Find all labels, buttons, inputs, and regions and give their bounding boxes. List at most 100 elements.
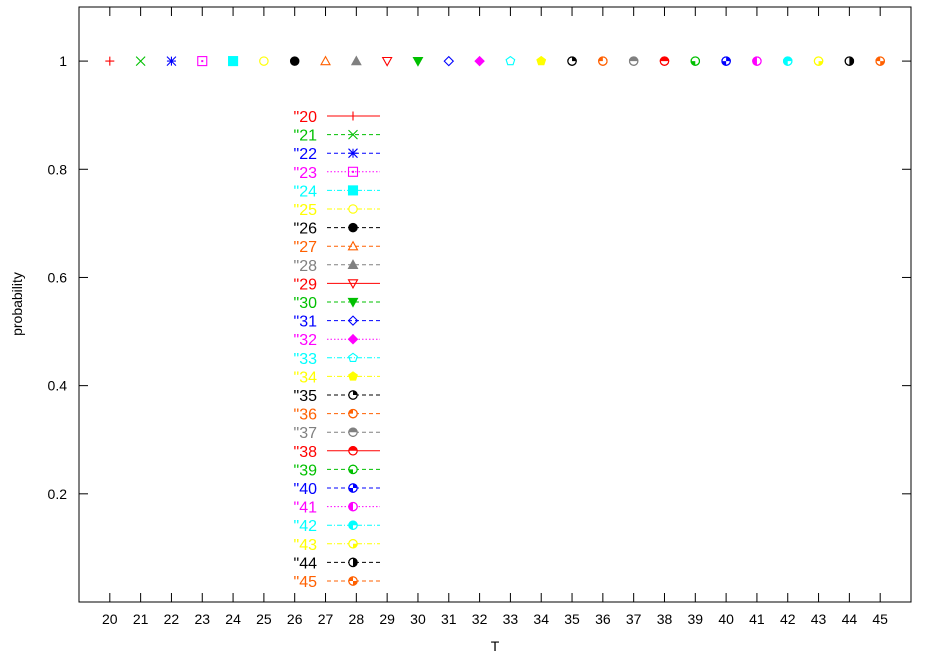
y-tick-label: 0.6	[48, 269, 68, 285]
y-tick-label: 0.2	[48, 486, 68, 502]
legend-entry: "20	[294, 109, 380, 126]
legend-label: "30	[294, 295, 318, 312]
legend-entry: "21	[294, 128, 380, 145]
data-point-T21	[135, 56, 146, 66]
data-point-T37	[628, 56, 639, 66]
legend-entry: "42	[294, 518, 380, 535]
y-tick-label: 1	[59, 53, 67, 69]
data-point-T28	[350, 55, 362, 66]
legend-label: "27	[294, 239, 318, 256]
x-tick-label: 44	[842, 611, 858, 627]
data-point-T29	[381, 56, 393, 67]
y-tick-label: 0.4	[48, 378, 68, 394]
legend-marker	[348, 148, 358, 159]
legend-label: "44	[294, 555, 318, 572]
legend-label: "33	[294, 351, 318, 368]
data-point-T43	[813, 56, 824, 66]
x-tick-label: 45	[872, 611, 888, 627]
legend-label: "32	[294, 332, 318, 349]
legend-entry: "24	[294, 183, 380, 200]
legend-entry: "22	[294, 146, 380, 163]
legend-marker	[347, 240, 359, 251]
legend-label: "26	[294, 221, 318, 238]
legend-marker	[348, 390, 358, 400]
legend-entry: "40	[294, 481, 380, 498]
legend-marker	[347, 166, 359, 177]
x-tick-label: 32	[472, 611, 488, 627]
data-point-T26	[289, 56, 300, 66]
x-tick-label: 29	[379, 611, 395, 627]
legend-label: "31	[294, 314, 318, 331]
legend-entry: "34	[294, 369, 380, 386]
legend-label: "25	[294, 202, 318, 219]
legend-entry: "43	[294, 537, 380, 554]
legend-label: "35	[294, 388, 318, 405]
legend-entry: "33	[294, 351, 380, 368]
legend-entry: "25	[294, 202, 380, 219]
legend-label: "29	[294, 276, 318, 293]
tick-labels: 20 21 22 23 24 25 26 27 28 29 30 31 32 33 34 35 36 37 38 39…	[48, 53, 889, 627]
x-tick-label: 33	[503, 611, 519, 627]
data-point-T41	[752, 56, 762, 66]
data-point-T22	[166, 56, 177, 66]
legend-marker	[348, 464, 358, 475]
x-tick-label: 40	[718, 611, 734, 627]
data-point-T31	[443, 55, 455, 67]
data-point-T32	[474, 55, 485, 67]
data-point-T39	[690, 56, 701, 66]
legend-marker	[348, 222, 358, 233]
x-axis-label: T	[491, 638, 500, 654]
x-tick-label: 37	[626, 611, 642, 627]
legend-entry: "30	[294, 295, 380, 312]
legend-marker	[347, 297, 359, 308]
legend-marker	[347, 279, 359, 290]
legend-marker	[348, 520, 358, 530]
legend-label: "23	[294, 165, 318, 182]
legend-marker	[348, 204, 358, 214]
data-point-T20	[105, 56, 115, 66]
legend-marker	[348, 408, 358, 419]
legend-label: "21	[294, 128, 318, 145]
x-tick-label: 24	[225, 611, 241, 627]
data-point-T34	[536, 55, 547, 66]
legend: "20 "21"22 "23"24 "25 "26"27 "28"29 "30 "31"32 "…	[294, 109, 380, 591]
data-point-T44	[844, 56, 855, 66]
legend-entry: "44	[294, 555, 380, 572]
legend-marker	[347, 315, 359, 326]
legend-marker	[348, 352, 358, 362]
legend-label: "20	[294, 109, 318, 126]
data-points	[105, 55, 885, 67]
legend-label: "34	[294, 369, 318, 386]
x-tick-label: 34	[533, 611, 549, 627]
legend-entry: "31	[294, 314, 380, 331]
legend-entry: "37	[294, 425, 380, 442]
legend-marker	[348, 539, 358, 549]
legend-label: "45	[294, 574, 318, 591]
legend-entry: "23	[294, 165, 380, 182]
x-tick-label: 39	[688, 611, 704, 627]
legend-marker	[347, 185, 359, 196]
x-tick-label: 30	[410, 611, 426, 627]
legend-entry: "27	[294, 239, 380, 256]
legend-marker	[348, 129, 358, 140]
legend-entry: "38	[294, 444, 380, 461]
x-tick-label: 23	[194, 611, 210, 627]
x-tick-label: 21	[133, 611, 149, 627]
x-tick-label: 20	[102, 611, 118, 627]
data-point-T42	[782, 56, 793, 66]
data-point-T38	[659, 56, 670, 66]
data-point-T36	[598, 56, 608, 66]
legend-label: "38	[294, 444, 318, 461]
legend-label: "37	[294, 425, 318, 442]
x-tick-label: 38	[657, 611, 673, 627]
data-point-T25	[259, 56, 269, 66]
data-point-T24	[228, 56, 239, 67]
legend-entry: "32	[294, 332, 380, 349]
x-tick-label: 28	[349, 611, 365, 627]
plot-frame	[78, 6, 912, 603]
x-tick-label: 31	[441, 611, 457, 627]
legend-entry: "35	[294, 388, 380, 405]
legend-entry: "26	[294, 221, 380, 238]
x-tick-label: 36	[595, 611, 611, 627]
legend-label: "24	[294, 183, 318, 200]
